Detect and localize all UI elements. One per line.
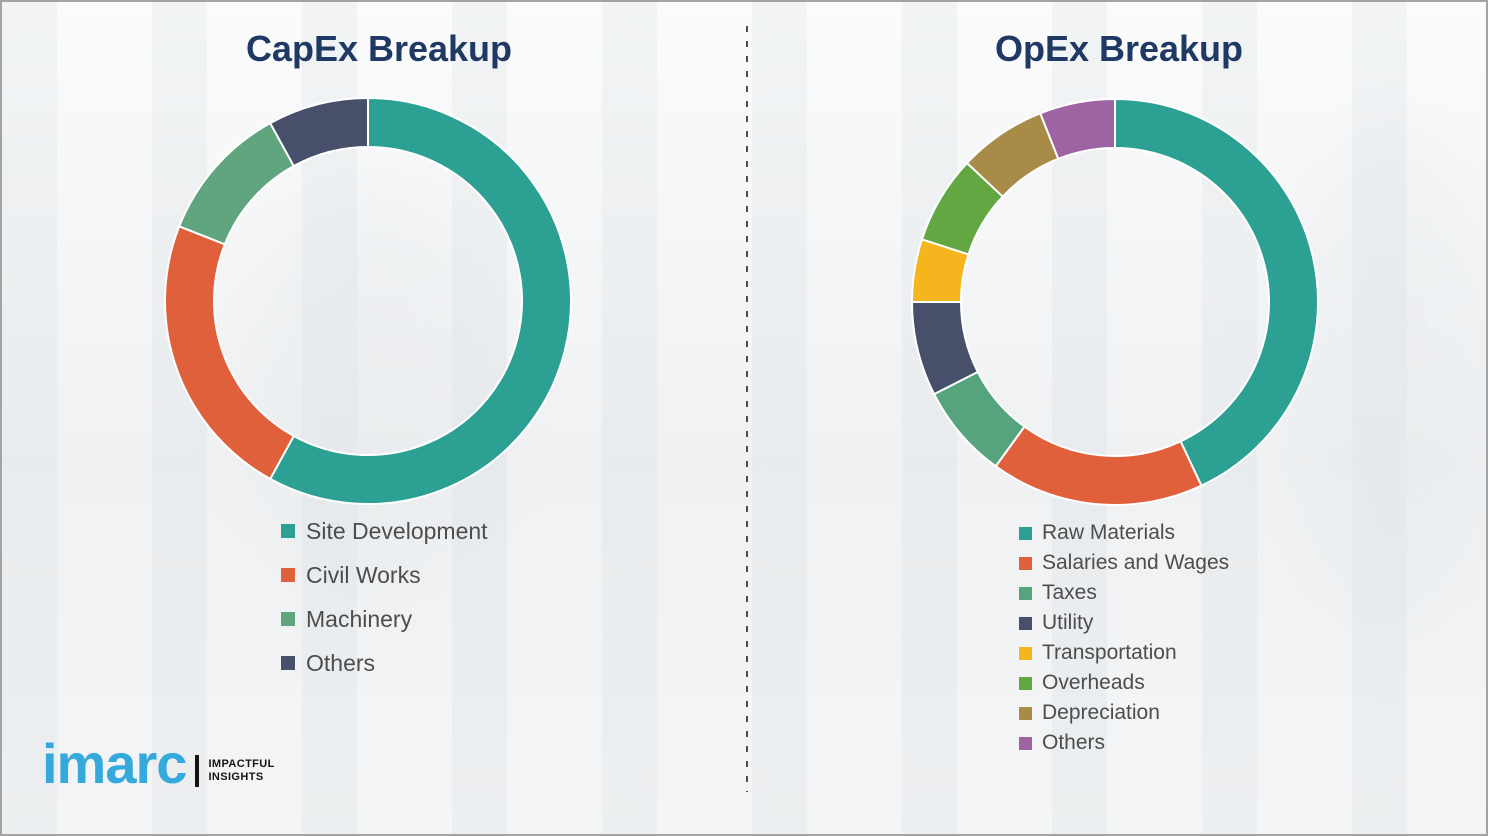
legend-swatch-overheads	[1019, 676, 1032, 690]
legend-swatch-transportation	[1019, 646, 1032, 660]
legend-label: Transportation	[1042, 641, 1177, 664]
donut-slice-others	[1039, 98, 1116, 160]
logo-divider-bar	[195, 755, 200, 787]
capex-chart-title: CapEx Breakup	[245, 28, 513, 69]
logo-tagline-line1: IMPACTFUL	[208, 758, 275, 770]
legend-swatch-depreciation	[1019, 706, 1032, 720]
legend-item-depreciation: Depreciation	[1019, 698, 1229, 728]
legend-label: Overheads	[1042, 671, 1145, 694]
opex-donut-chart	[911, 98, 1319, 506]
legend-swatch-others	[1019, 736, 1032, 750]
background-texture	[1282, 122, 1486, 642]
legend-label: Depreciation	[1042, 701, 1160, 724]
legend-label: Raw Materials	[1042, 521, 1176, 544]
donut-slice-others	[269, 97, 369, 168]
legend-item-others: Others	[281, 641, 488, 685]
donut-slice-machinery	[178, 122, 295, 246]
donut-slice-salaries-and-wages	[994, 425, 1203, 506]
legend-label: Others	[1042, 731, 1106, 754]
legend-item-salaries-and-wages: Salaries and Wages	[1019, 548, 1229, 578]
legend-item-site-development: Site Development	[281, 509, 488, 553]
legend-swatch-civil-works	[281, 568, 295, 582]
legend-swatch-utility	[1019, 616, 1032, 630]
donut-slice-raw-materials	[1114, 98, 1319, 487]
legend-label: Civil Works	[306, 561, 421, 588]
imarc-logo-wordmark: imarc	[42, 732, 187, 795]
legend-label: Salaries and Wages	[1042, 551, 1230, 574]
legend-item-utility: Utility	[1019, 608, 1229, 638]
donut-slice-civil-works	[164, 225, 295, 480]
legend-swatch-machinery	[281, 612, 295, 626]
logo-tagline-line2: INSIGHTS	[208, 771, 264, 783]
imarc-logo: imarc IMPACTFUL INSIGHTS	[42, 735, 275, 793]
legend-item-taxes: Taxes	[1019, 578, 1229, 608]
legend-label: Site Development	[306, 517, 488, 544]
legend-label: Taxes	[1042, 581, 1097, 604]
legend-item-raw-materials: Raw Materials	[1019, 518, 1229, 548]
legend-item-civil-works: Civil Works	[281, 553, 488, 597]
logo-tagline: IMPACTFUL INSIGHTS	[208, 758, 274, 784]
legend-swatch-salaries-and-wages	[1019, 556, 1032, 570]
donut-slice-site-development	[269, 97, 572, 505]
legend-label: Machinery	[306, 605, 413, 632]
legend-item-transportation: Transportation	[1019, 638, 1229, 668]
legend-item-machinery: Machinery	[281, 597, 488, 641]
legend-item-overheads: Overheads	[1019, 668, 1229, 698]
legend-swatch-site-development	[281, 524, 295, 538]
section-divider-dashed-line	[746, 26, 748, 792]
legend-swatch-raw-materials	[1019, 526, 1032, 540]
legend-label: Utility	[1042, 611, 1094, 634]
opex-legend: Raw Materials Salaries and Wages Taxes Util…	[1019, 518, 1229, 758]
legend-swatch-taxes	[1019, 586, 1032, 600]
legend-item-others: Others	[1019, 728, 1229, 758]
opex-chart-title: OpEx Breakup	[994, 28, 1244, 69]
legend-label: Others	[306, 649, 376, 676]
legend-swatch-others	[281, 656, 295, 670]
capex-legend: Site Development Civil Works Machinery Othe…	[281, 509, 488, 685]
capex-donut-chart	[164, 97, 572, 505]
